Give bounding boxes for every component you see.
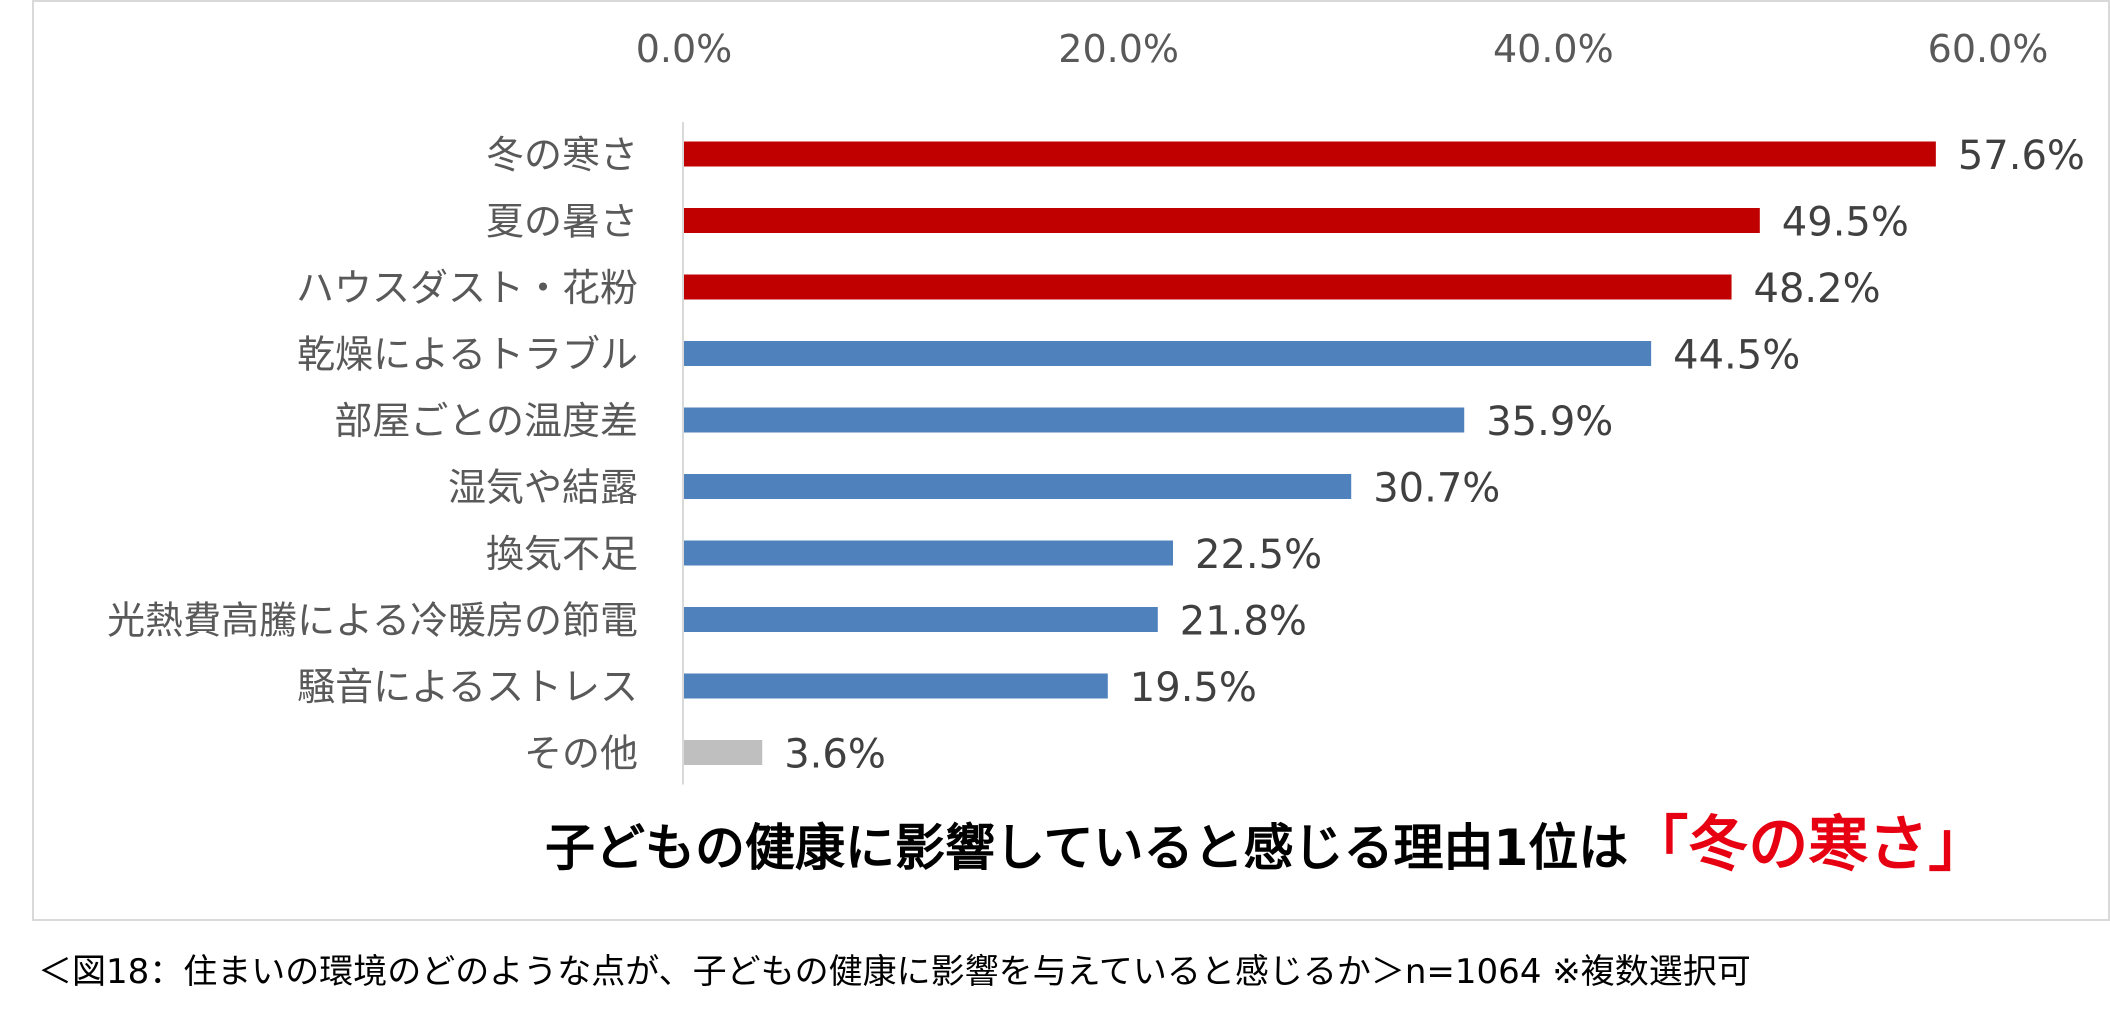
category-label: 光熱費高騰による冷暖房の節電: [107, 599, 638, 643]
value-label: 48.2%: [1754, 266, 1881, 312]
bar: [684, 607, 1158, 632]
category-label: 乾燥によるトラブル: [297, 333, 638, 377]
headline-text: 子どもの健康に影響していると感じる理由1位は: [545, 819, 1629, 877]
value-label: 22.5%: [1195, 532, 1322, 578]
value-label: 30.7%: [1373, 466, 1500, 512]
value-label: 3.6%: [784, 732, 886, 778]
category-label: その他: [524, 732, 638, 776]
value-label: 19.5%: [1130, 665, 1257, 711]
category-labels: 冬の寒さ夏の暑さハウスダスト・花粉乾燥によるトラブル部屋ごとの温度差湿気や結露換…: [107, 133, 638, 776]
x-tick-label: 0.0%: [636, 27, 733, 71]
x-tick-label: 40.0%: [1493, 27, 1614, 71]
chart-headline: 子どもの健康に影響していると感じる理由1位は「冬の寒さ」: [545, 805, 1988, 888]
headline-accent: 「冬の寒さ」: [1628, 810, 1989, 880]
category-label: 湿気や結露: [448, 466, 638, 510]
value-label: 44.5%: [1673, 333, 1800, 379]
x-tick-label: 60.0%: [1928, 27, 2049, 71]
x-axis-ticks: 0.0% 20.0% 40.0% 60.0%: [636, 27, 2049, 71]
value-label: 57.6%: [1958, 133, 2085, 179]
bar: [684, 740, 763, 765]
bar: [684, 474, 1352, 499]
value-label: 21.8%: [1180, 599, 1307, 645]
bar: [684, 540, 1173, 566]
category-label: 冬の寒さ: [486, 133, 638, 177]
figure-caption: ＜図18：住まいの環境のどのような点が、子どもの健康に影響を与えていると感じるか…: [38, 952, 1751, 992]
value-label: 35.9%: [1486, 399, 1613, 445]
bar: [684, 341, 1652, 366]
category-label: 騒音によるストレス: [297, 665, 638, 709]
value-labels: 57.6% 49.5% 48.2% 44.5% 35.9% 30.7% 22.5% 21.8%…: [784, 133, 2085, 778]
x-tick-label: 20.0%: [1058, 27, 1179, 71]
bars-group: [684, 141, 1936, 765]
bar: [684, 208, 1760, 233]
category-label: 換気不足: [486, 532, 638, 576]
category-label: ハウスダスト・花粉: [296, 266, 638, 310]
bar: [684, 407, 1465, 433]
category-label: 部屋ごとの温度差: [334, 399, 638, 443]
bar: [684, 673, 1108, 699]
category-label: 夏の暑さ: [486, 200, 638, 244]
bar: [684, 141, 1936, 167]
bar: [684, 274, 1732, 300]
value-label: 49.5%: [1782, 200, 1909, 246]
